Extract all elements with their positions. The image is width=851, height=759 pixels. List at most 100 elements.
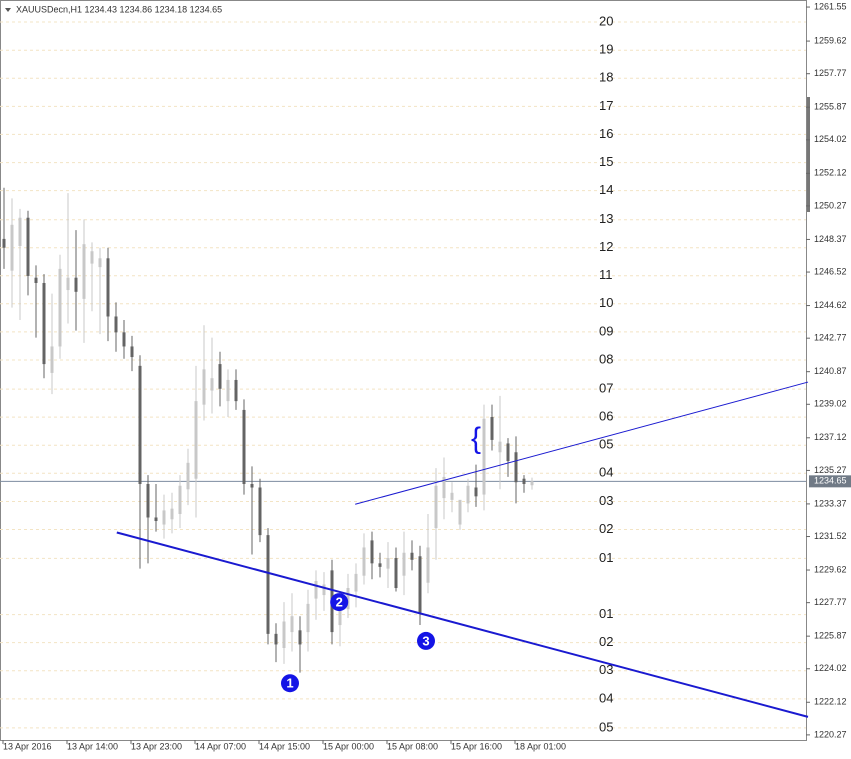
y-tick-label: 1239.02: [814, 399, 847, 409]
scroll-indicator: [807, 97, 810, 212]
level-label: 04: [599, 465, 613, 480]
candle-body: [186, 462, 190, 490]
candle-body: [42, 282, 46, 365]
candle-body: [130, 346, 134, 358]
candle-body: [82, 244, 86, 299]
candle-body: [138, 365, 142, 484]
candle-body: [362, 547, 366, 576]
level-label: 05: [599, 437, 613, 452]
candle-body: [426, 547, 430, 583]
candle-body: [354, 573, 358, 592]
level-label: 06: [599, 409, 613, 424]
candle-body: [234, 379, 238, 402]
level-label: 15: [599, 154, 613, 169]
y-tick-label: 1227.77: [814, 597, 847, 607]
level-label: 19: [599, 42, 613, 57]
menu-triangle[interactable]: [5, 8, 11, 12]
level-label: 16: [599, 126, 613, 141]
candle-body: [114, 316, 118, 333]
y-tick-label: 1222.12: [814, 697, 847, 707]
y-tick-label: 1240.87: [814, 366, 847, 376]
y-tick-label: 1255.87: [814, 102, 847, 112]
candle-body: [122, 332, 126, 347]
candle-body: [66, 277, 70, 291]
y-tick-label: 1248.37: [814, 234, 847, 244]
y-tick-label: 1261.55: [814, 1, 847, 11]
candle-body: [250, 483, 254, 488]
y-tick-label: 1257.77: [814, 68, 847, 78]
x-tick-label: 13 Apr 2016: [3, 741, 52, 751]
candle-body: [154, 517, 158, 522]
candle-body: [266, 535, 270, 634]
candle-body: [394, 558, 398, 589]
trend-line: [355, 381, 809, 505]
level-label: 13: [599, 211, 613, 226]
plot-frame: [0, 0, 807, 741]
candle-body: [466, 485, 470, 504]
y-tick-label: 1242.77: [814, 333, 847, 343]
level-label: 20: [599, 13, 613, 28]
chart-title: XAUUSDecn,H1 1234.43 1234.86 1234.18 123…: [16, 4, 222, 14]
y-tick-label: 1244.62: [814, 300, 847, 310]
y-tick-label: 1252.12: [814, 168, 847, 178]
candle-body: [410, 552, 414, 560]
level-label: 10: [599, 295, 613, 310]
candle-body: [282, 621, 286, 648]
candle-body: [402, 552, 406, 576]
candle-body: [2, 238, 6, 248]
candle-body: [202, 369, 206, 405]
x-tick-label: 14 Apr 07:00: [195, 741, 246, 751]
y-tick-label: 1233.37: [814, 498, 847, 508]
level-label: 07: [599, 381, 613, 396]
y-tick-label: 1229.62: [814, 564, 847, 574]
candle-body: [314, 580, 318, 599]
candle-body: [98, 258, 102, 268]
candle-body: [50, 346, 54, 373]
candle-body: [298, 630, 302, 645]
level-label: 04: [599, 690, 613, 705]
level-label: 03: [599, 493, 613, 508]
candle-body: [530, 481, 534, 486]
level-label: 01: [599, 550, 613, 565]
overlay: 1 2 3 {: [116, 381, 809, 718]
candle-body: [370, 540, 374, 564]
current-price-label: 1234.65: [814, 476, 847, 486]
wave-marker-label: 3: [422, 633, 429, 648]
candle-body: [162, 510, 166, 525]
y-tick-label: 1220.27: [814, 729, 847, 739]
candle-body: [418, 556, 422, 613]
candle-body: [58, 268, 62, 347]
level-label: 12: [599, 239, 613, 254]
x-tick-label: 15 Apr 08:00: [387, 741, 438, 751]
candle-body: [226, 379, 230, 402]
candle-body: [490, 416, 494, 440]
wave-marker: [330, 593, 349, 612]
candle-body: [194, 401, 198, 479]
level-label: 02: [599, 634, 613, 649]
wave-marker: [281, 674, 299, 693]
candle-body: [178, 485, 182, 514]
candle-body: [74, 277, 78, 292]
y-tick-label: 1224.02: [814, 663, 847, 673]
candle-body: [258, 487, 262, 536]
candle-body: [322, 584, 326, 596]
y-tick-label: 1225.87: [814, 631, 847, 641]
candle-body: [90, 251, 94, 264]
wave-marker-label: 1: [286, 676, 293, 691]
candle-body: [274, 633, 278, 645]
current-price-box: [809, 475, 851, 488]
candle-body: [498, 441, 502, 453]
level-label: 01: [599, 606, 613, 621]
wave-marker: [417, 631, 435, 650]
level-label: 11: [599, 267, 613, 282]
level-label: 08: [599, 351, 613, 366]
candle-body: [210, 378, 214, 391]
x-tick-label: 13 Apr 14:00: [67, 741, 118, 751]
y-tick-label: 1246.52: [814, 266, 847, 276]
candle-body: [378, 563, 382, 567]
level-label: 03: [599, 662, 613, 677]
candle-body: [386, 558, 390, 569]
y-tick-label: 1250.27: [814, 200, 847, 210]
